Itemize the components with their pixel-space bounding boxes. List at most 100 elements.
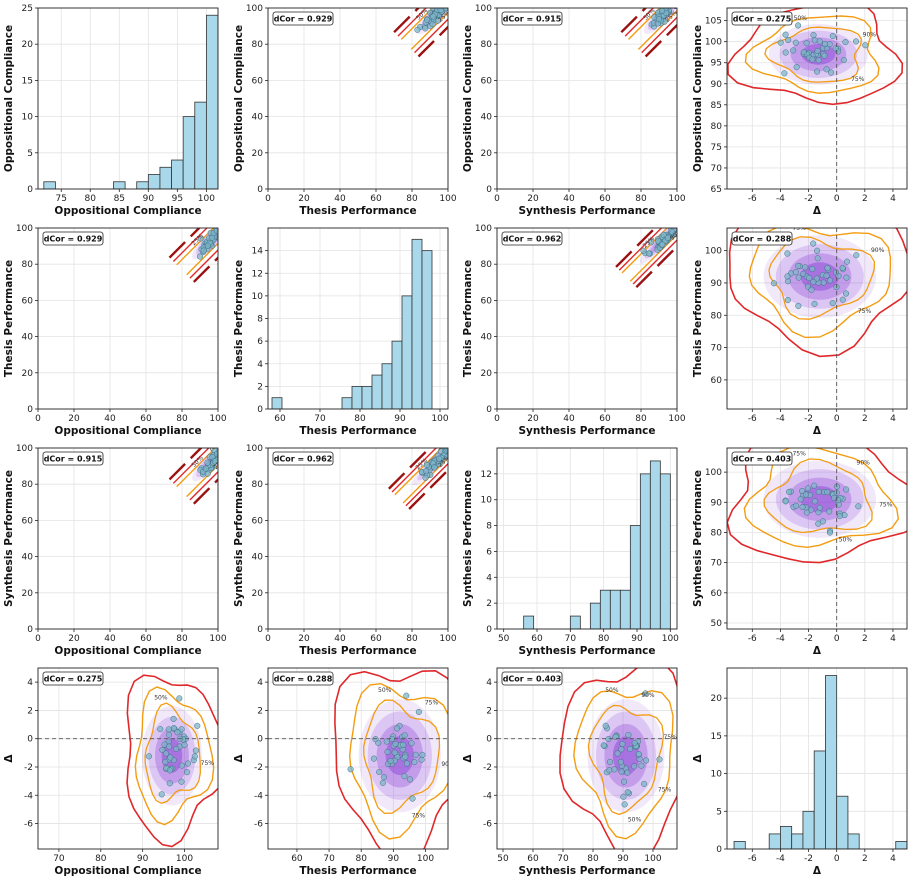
contour-label: 75% xyxy=(658,787,672,794)
y-axis-label: Thesis Performance xyxy=(462,260,474,377)
x-tick-label: 20 xyxy=(527,194,539,204)
contour-ridge xyxy=(635,228,677,289)
contour-75 xyxy=(348,682,448,840)
data-point xyxy=(836,512,843,520)
y-tick-label: 10 xyxy=(711,770,723,780)
y-tick-label: 4 xyxy=(486,573,492,583)
x-tick-label: 70 xyxy=(557,854,569,864)
x-tick-label: 80 xyxy=(406,194,418,204)
data-point xyxy=(782,49,789,56)
y-tick-label: 0 xyxy=(27,625,33,635)
y-tick-label: 60 xyxy=(252,516,264,526)
dcor-value: dCor = 0.288 xyxy=(274,675,333,684)
data-point xyxy=(194,722,201,729)
data-point xyxy=(387,757,394,765)
x-tick-label: 60 xyxy=(140,634,152,644)
y-tick-label: 4 xyxy=(257,360,263,370)
contour-label: 75% xyxy=(223,213,238,228)
data-point xyxy=(370,755,377,762)
y-axis-label: Oppositional Compliance xyxy=(692,25,704,172)
x-tick-label: 80 xyxy=(587,854,599,864)
y-tick-label: 100 xyxy=(16,444,33,454)
y-tick-label: 10 xyxy=(22,113,34,123)
data-point xyxy=(624,789,631,796)
y-tick-label: 80 xyxy=(252,480,264,490)
y-tick-label: -4 xyxy=(254,791,263,801)
data-point xyxy=(842,290,850,297)
y-tick-label: 20 xyxy=(252,149,264,159)
data-point xyxy=(157,726,164,733)
y-axis-label: Δ xyxy=(233,754,245,763)
data-point xyxy=(824,489,831,496)
y-tick-label: 40 xyxy=(22,333,34,343)
contour-label: 75% xyxy=(663,734,677,741)
data-point xyxy=(200,247,207,254)
histogram-bar xyxy=(569,615,581,629)
data-point xyxy=(380,774,387,781)
y-axis-label: Synthesis Performance xyxy=(462,470,474,607)
y-tick-label: 100 xyxy=(246,4,263,14)
data-point xyxy=(800,270,807,277)
contour-ridge xyxy=(393,8,442,34)
data-point xyxy=(162,750,170,757)
data-point xyxy=(803,40,810,47)
data-point xyxy=(852,38,860,45)
x-tick-label: 0 xyxy=(265,194,271,204)
y-tick-label: 0 xyxy=(257,625,263,635)
contour-ridge xyxy=(618,228,677,271)
contour-75 xyxy=(744,15,880,94)
contour-label: 90% xyxy=(431,0,446,6)
data-point xyxy=(204,242,211,249)
y-tick-label: 60 xyxy=(711,589,723,599)
data-point xyxy=(655,16,662,23)
x-tick-label: 80 xyxy=(598,634,610,644)
y-tick-label: 65 xyxy=(711,185,722,195)
data-point xyxy=(642,690,649,697)
data-point xyxy=(436,455,443,462)
data-point xyxy=(403,692,410,699)
x-axis-label: Δ xyxy=(813,205,822,217)
histogram-bar xyxy=(361,385,373,409)
y-tick-label: 100 xyxy=(705,468,722,478)
contour-label: 75% xyxy=(425,700,439,707)
panel-p12: 50%90%75%50%25% dCor = 0.929 0 20 40 60 80 100 0… xyxy=(233,0,457,217)
data-point xyxy=(411,759,418,766)
y-tick-label: 4 xyxy=(486,678,492,688)
dcor-badge xyxy=(731,11,793,26)
histogram-bar xyxy=(639,473,651,629)
data-point xyxy=(795,22,802,29)
histogram-bar xyxy=(836,795,849,849)
data-point xyxy=(840,57,847,64)
contour-ridge xyxy=(408,449,448,510)
x-tick-label: -4 xyxy=(776,634,785,644)
axes-frame xyxy=(496,227,678,410)
axes-frame xyxy=(726,227,908,410)
data-point xyxy=(784,297,791,304)
data-point xyxy=(664,234,671,241)
x-axis-label: Oppositional Compliance xyxy=(54,645,201,657)
x-tick-label: 100 xyxy=(439,634,456,644)
data-point xyxy=(785,36,792,44)
data-point xyxy=(213,228,218,234)
data-point xyxy=(659,241,666,248)
contour-75 xyxy=(748,228,892,339)
data-point xyxy=(424,16,431,23)
data-point xyxy=(808,286,815,293)
y-tick-label: 12 xyxy=(252,269,263,279)
data-point xyxy=(814,247,821,254)
y-axis-label: Δ xyxy=(692,754,704,763)
plot-area: 75% 90% 75% xyxy=(728,228,907,409)
y-axis-label: Δ xyxy=(462,754,474,763)
contour-50 xyxy=(334,669,448,849)
contour-label: 90% xyxy=(857,459,871,466)
contour-ridge xyxy=(168,448,217,481)
data-point xyxy=(784,273,791,280)
data-point xyxy=(793,64,800,71)
contour-label: 75% xyxy=(659,0,674,6)
x-tick-label: 40 xyxy=(563,194,575,204)
data-point xyxy=(802,491,810,498)
data-point xyxy=(611,766,618,773)
data-point xyxy=(795,302,802,309)
